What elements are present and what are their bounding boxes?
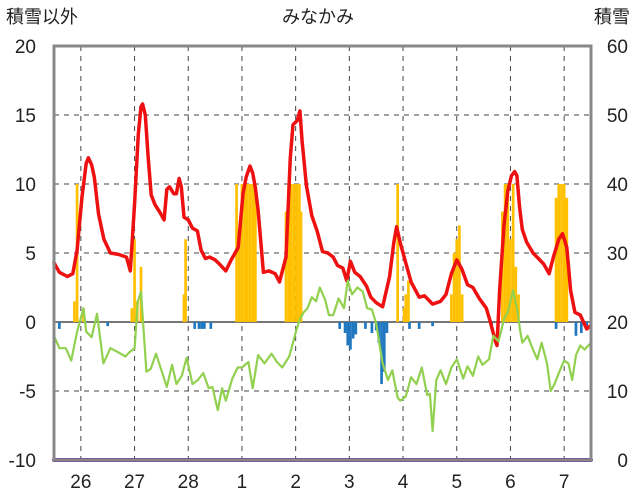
x-tick-label: 4 (398, 472, 409, 493)
bar (511, 184, 515, 322)
bar (240, 184, 244, 322)
x-tick-label: 1 (237, 472, 248, 493)
right-tick-label: 0 (617, 451, 628, 472)
plot-frame (52, 44, 593, 462)
bar (338, 322, 342, 329)
bar (299, 211, 303, 322)
bar (292, 184, 296, 322)
bar (460, 294, 464, 322)
bar (184, 239, 187, 322)
bar (254, 184, 257, 322)
x-tick-label: 7 (559, 472, 570, 493)
bar (455, 239, 459, 322)
bar (517, 294, 520, 322)
bar (562, 184, 566, 322)
x-tick-label: 6 (505, 472, 516, 493)
bar (396, 184, 400, 322)
bar (382, 322, 386, 372)
bar (343, 322, 347, 334)
x-tick-label: 5 (451, 472, 462, 493)
right-tick-label: 20 (607, 313, 628, 334)
bar (295, 184, 299, 322)
right-tick-label: 50 (607, 106, 628, 127)
bar (251, 184, 255, 322)
bar (431, 322, 434, 327)
series-line (52, 279, 591, 433)
bar (377, 322, 381, 343)
bar (200, 322, 204, 329)
bar (133, 239, 136, 322)
bar (193, 322, 197, 329)
bar (417, 322, 421, 329)
bar (509, 239, 512, 322)
bar (245, 184, 249, 322)
bar (579, 322, 583, 334)
bar (182, 294, 186, 322)
bar (458, 225, 461, 322)
left-tick-label: 5 (25, 244, 36, 265)
x-tick-label: 2 (290, 472, 301, 493)
bar (514, 266, 518, 322)
bar (287, 184, 291, 322)
x-tick-label: 26 (70, 472, 91, 493)
bar (404, 294, 408, 322)
left-axis-label: 積雪以外 (6, 7, 78, 28)
x-ticks: 26 27 28 1 2 3 4 5 6 7 (70, 472, 569, 493)
x-tick-label: 28 (178, 472, 199, 493)
bar (557, 184, 561, 322)
bar (284, 211, 288, 322)
bar (506, 184, 510, 322)
right-tick-label: 30 (607, 244, 628, 265)
left-tick-label: -10 (9, 451, 36, 472)
chart-title: みなかみ (282, 7, 354, 28)
bar (248, 184, 252, 322)
left-tick-label: 0 (25, 313, 36, 334)
bar (503, 184, 507, 322)
bar (106, 322, 110, 327)
right-tick-label: 40 (607, 175, 628, 196)
bar (364, 322, 367, 329)
bar (554, 322, 558, 329)
left-tick-label: -5 (19, 382, 36, 403)
right-tick-label: 10 (607, 382, 628, 403)
bar (407, 280, 410, 322)
bar (298, 184, 301, 322)
bar (450, 294, 453, 322)
bar (349, 322, 352, 350)
bar (408, 322, 411, 329)
left-tick-label: 15 (15, 106, 36, 127)
bar (197, 322, 201, 329)
x-tick-label: 3 (344, 472, 355, 493)
x-tick-label: 27 (124, 472, 145, 493)
bar (203, 322, 206, 329)
bar-series (58, 184, 589, 385)
bar (452, 253, 456, 322)
left-y-ticks: 20 15 10 5 0 -5 -10 (9, 37, 36, 472)
bar (370, 322, 374, 334)
right-tick-label: 60 (607, 37, 628, 58)
bar (209, 322, 213, 329)
bar (130, 308, 134, 322)
bar (58, 322, 61, 329)
bar (346, 322, 350, 346)
bar (243, 184, 246, 322)
left-tick-label: 10 (15, 175, 36, 196)
right-y-ticks: 60 50 40 30 20 10 0 (607, 37, 628, 472)
series-line (52, 102, 592, 348)
right-axis-label: 積雪 (594, 7, 630, 28)
bar (554, 197, 558, 322)
left-tick-label: 20 (15, 37, 36, 58)
bar (402, 308, 406, 322)
bar (290, 184, 293, 322)
bar (351, 322, 355, 339)
bar (73, 301, 76, 322)
bar (560, 184, 563, 322)
bar (385, 322, 389, 334)
bar (574, 322, 578, 336)
bar (237, 239, 241, 322)
bar (354, 322, 358, 335)
